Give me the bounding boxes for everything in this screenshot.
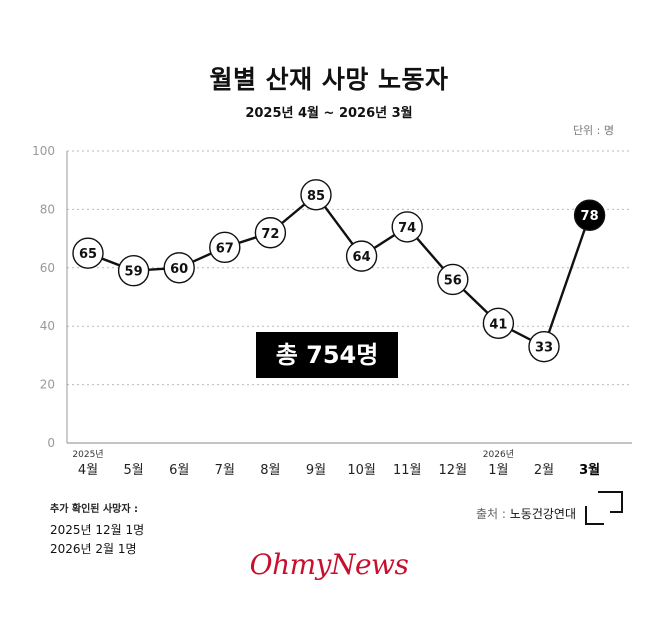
data-point bbox=[209, 231, 241, 264]
x-tick-label: 8월 bbox=[260, 463, 280, 478]
source-name: 노동건강연대 bbox=[509, 507, 576, 521]
year-marker: 2026년 bbox=[483, 449, 514, 460]
x-tick-label: 3월 bbox=[579, 462, 600, 478]
source-label: 출처 : bbox=[475, 507, 506, 521]
x-tick-label: 2월 bbox=[534, 463, 554, 478]
data-label: 67 bbox=[216, 241, 234, 256]
data-point bbox=[345, 240, 378, 272]
data-label: 33 bbox=[535, 341, 553, 356]
data-point bbox=[391, 211, 423, 243]
x-tick-label: 11월 bbox=[393, 463, 422, 478]
x-tick-label: 4월 bbox=[78, 463, 98, 478]
data-label: 85 bbox=[307, 189, 325, 204]
data-point bbox=[163, 252, 195, 284]
grid-layer bbox=[67, 150, 632, 386]
data-label: 56 bbox=[444, 273, 462, 288]
unit-label: 단위 : 명 bbox=[572, 124, 614, 137]
data-point bbox=[528, 330, 560, 363]
x-tick-label: 9월 bbox=[306, 463, 326, 478]
data-label: 41 bbox=[489, 317, 507, 332]
data-point bbox=[437, 263, 469, 296]
data-label: 78 bbox=[581, 209, 599, 224]
x-tick-label: 7월 bbox=[215, 463, 235, 478]
x-tick-label: 10월 bbox=[347, 463, 376, 478]
y-tick-label: 0 bbox=[47, 436, 55, 450]
note-heading: 추가 확인된 사망자 : bbox=[50, 504, 139, 515]
x-tick-label: 12월 bbox=[439, 463, 468, 478]
x-tick-label: 6월 bbox=[169, 463, 189, 478]
line-layer bbox=[87, 193, 591, 348]
data-point bbox=[300, 179, 332, 211]
total-label: 총 754명 bbox=[256, 332, 398, 378]
data-point bbox=[482, 307, 515, 339]
data-label: 74 bbox=[398, 221, 416, 236]
series-line bbox=[87, 193, 591, 348]
y-tick-label: 80 bbox=[40, 202, 55, 216]
data-point bbox=[72, 237, 104, 269]
axis-layer: 0 20 40 60 80 100 4월 5월 6월 7월 8월 9월 10월 11월 12월 1월 2월 3월 2… bbox=[32, 144, 632, 478]
y-tick-label: 100 bbox=[32, 144, 55, 158]
y-tick-label: 40 bbox=[40, 319, 55, 333]
x-tick-label: 5월 bbox=[123, 463, 143, 478]
source-credit: 출처 : 노동건강연대 bbox=[476, 505, 576, 522]
year-marker: 2025년 bbox=[72, 449, 103, 460]
data-label: 60 bbox=[170, 262, 188, 277]
data-point bbox=[573, 199, 606, 231]
x-tick-label: 1월 bbox=[488, 463, 508, 478]
point-layer: 65 59 60 67 72 85 64 74 56 41 33 78 bbox=[72, 179, 606, 363]
source-logo-icon bbox=[585, 491, 623, 525]
note-line: 2026년 2월 1명 bbox=[50, 542, 137, 556]
chart-title: 월별 산재 사망 노동자 bbox=[209, 65, 449, 94]
brand-logo: OhmyNews bbox=[249, 548, 409, 581]
y-tick-label: 60 bbox=[40, 261, 55, 275]
note-line: 2025년 12월 1명 bbox=[50, 523, 145, 537]
y-tick-label: 20 bbox=[40, 378, 55, 392]
data-point bbox=[117, 255, 150, 287]
chart-subtitle: 2025년 4월 ~ 2026년 3월 bbox=[245, 106, 413, 121]
data-label: 59 bbox=[125, 265, 143, 280]
data-point bbox=[254, 217, 287, 249]
data-label: 64 bbox=[353, 250, 371, 265]
data-label: 65 bbox=[79, 247, 97, 262]
data-label: 72 bbox=[261, 227, 279, 242]
